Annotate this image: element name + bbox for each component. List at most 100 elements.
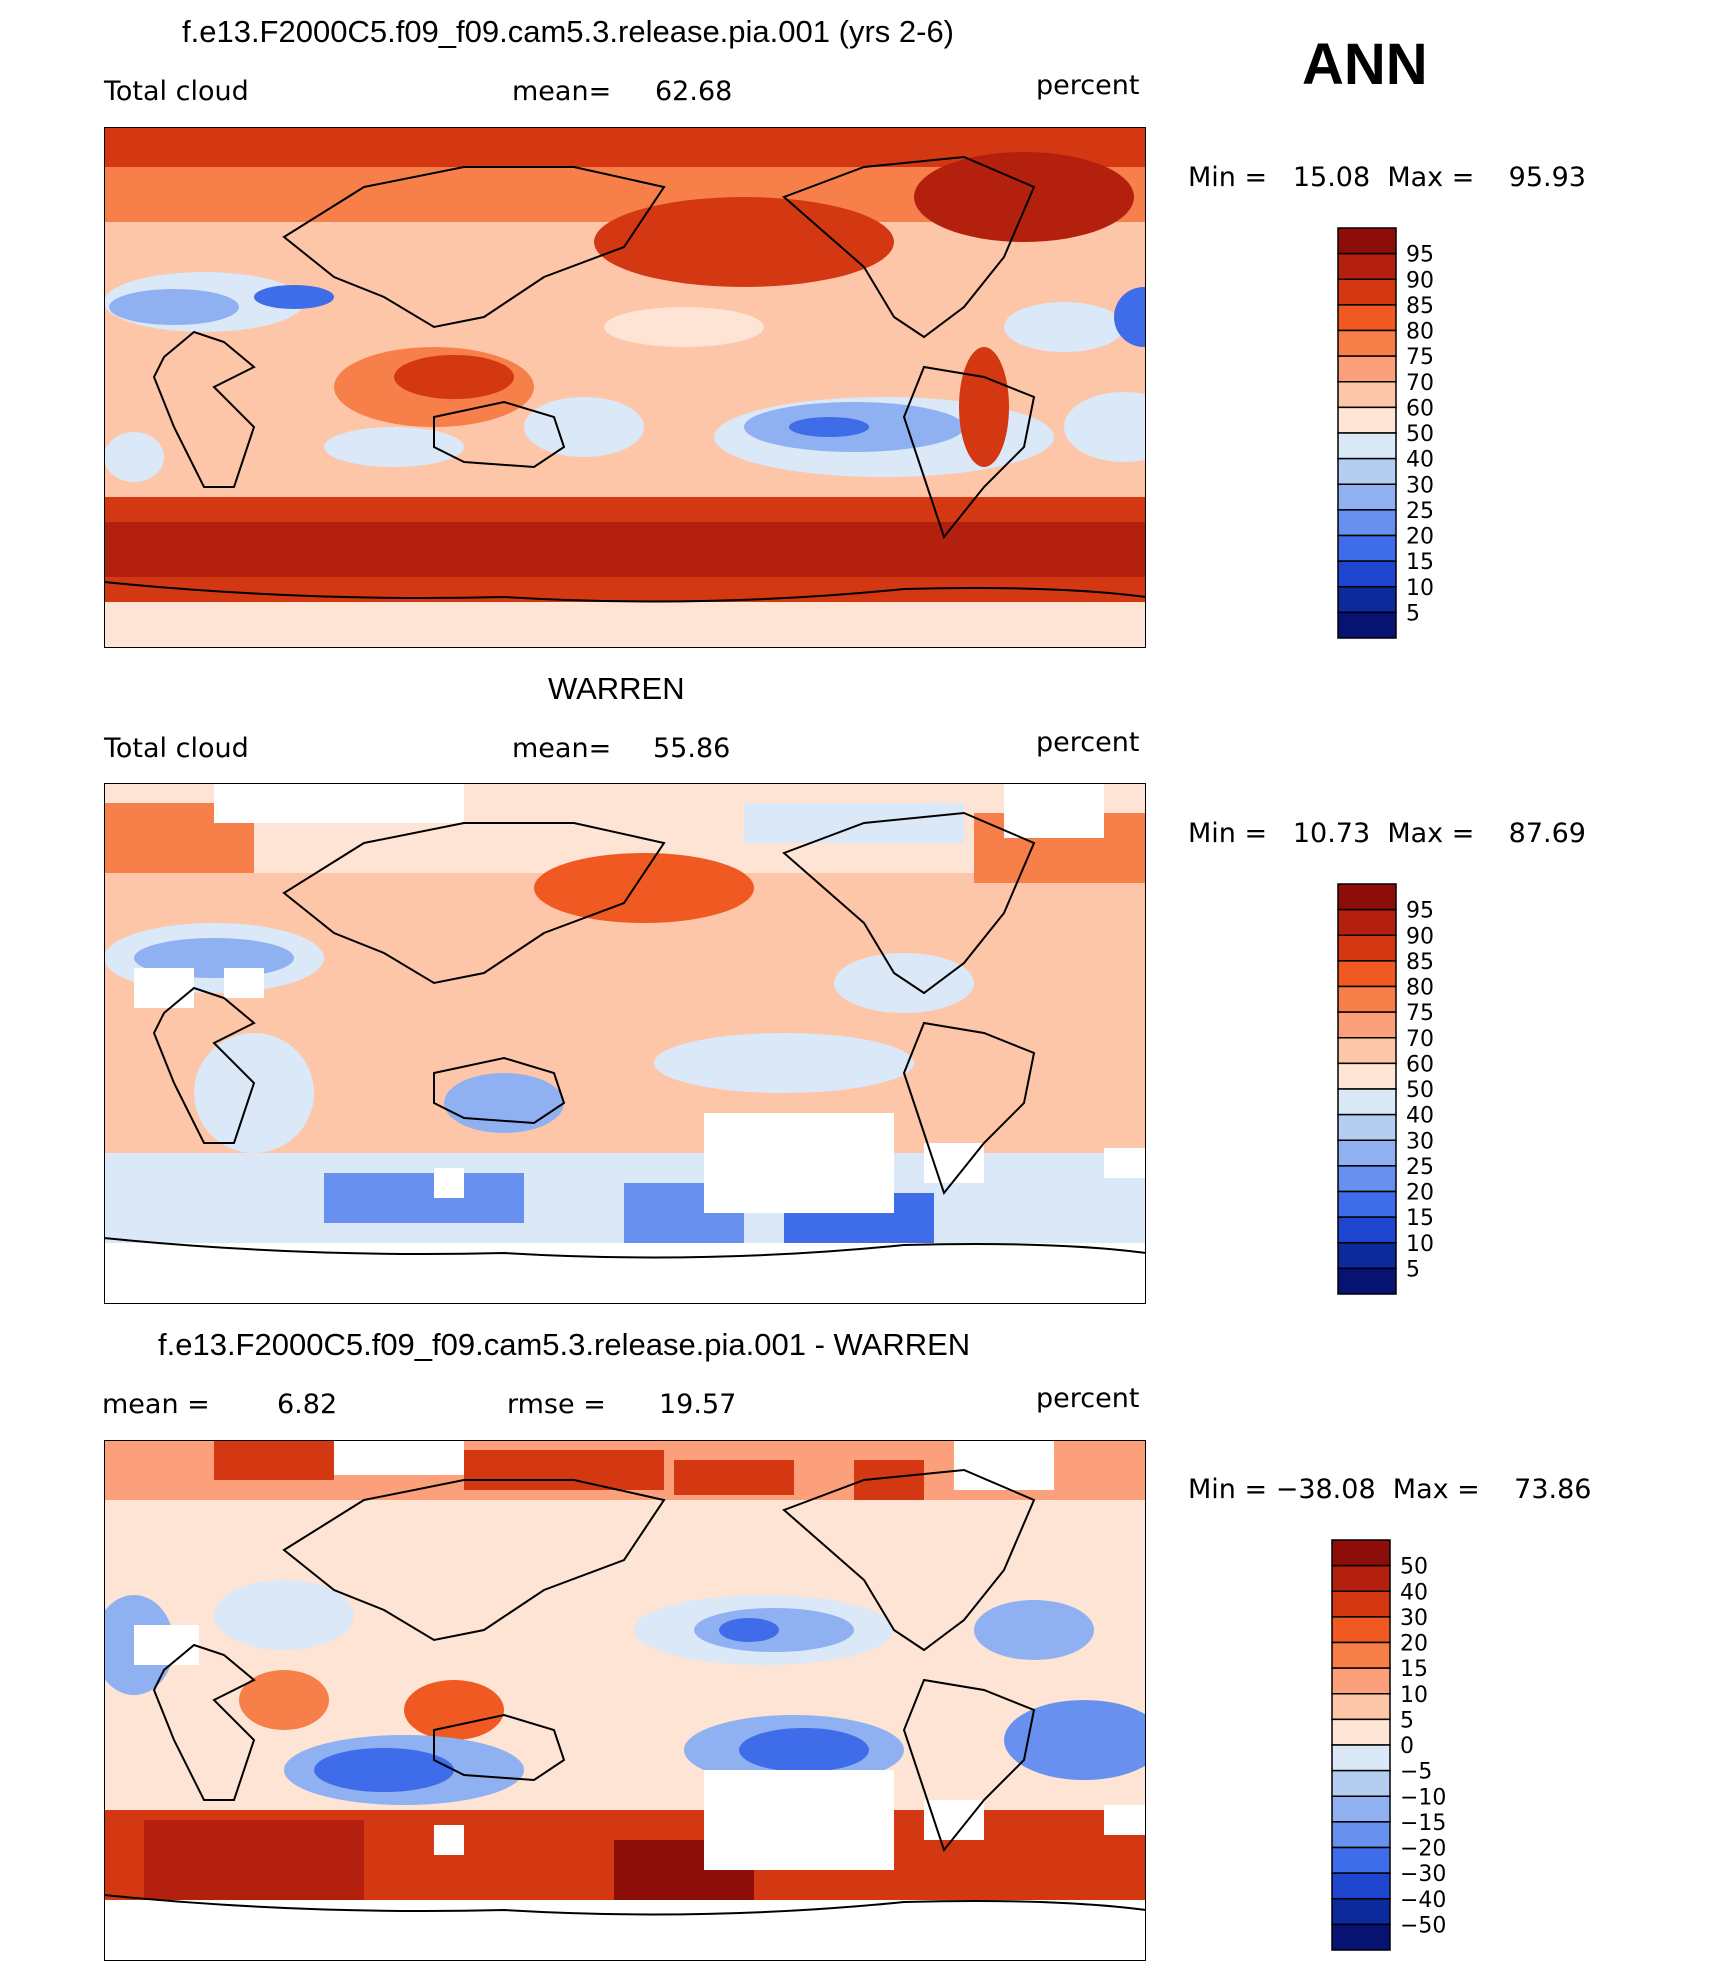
colorbar-swatch: [1337, 304, 1397, 332]
colorbar-label: 75: [1406, 1001, 1434, 1026]
colorbar-label: 75: [1406, 345, 1434, 370]
colorbar-label: −15: [1400, 1811, 1446, 1836]
colorbar-label: 10: [1406, 576, 1434, 601]
colorbar-swatch: [1337, 1037, 1397, 1065]
colorbar-label: 80: [1406, 976, 1434, 1001]
colorbar-label: 60: [1406, 1052, 1434, 1077]
panel2-colorbar: 95 90 85 80 75 70 60 50 40 30 25 20 15 10 5: [1336, 882, 1456, 1298]
panel3-minmax: Min = −38.08 Max = 73.86: [1188, 1474, 1592, 1505]
colorbar-swatch: [1337, 934, 1397, 962]
colorbar-label: 15: [1400, 1657, 1428, 1682]
colorbar-swatch: [1337, 1267, 1397, 1295]
colorbar-swatch: [1331, 1923, 1391, 1951]
colorbar-label: 90: [1406, 268, 1434, 293]
colorbar-swatch: [1337, 457, 1397, 485]
panel1-title: f.e13.F2000C5.f09_f09.cam5.3.release.pia…: [182, 14, 955, 49]
colorbar-label: 50: [1406, 422, 1434, 447]
colorbar-swatch: [1337, 406, 1397, 434]
colorbar-label: −40: [1400, 1888, 1446, 1913]
colorbar-label: −50: [1400, 1913, 1446, 1938]
colorbar-label: 85: [1406, 294, 1434, 319]
colorbar-swatch: [1331, 1821, 1391, 1849]
colorbar-swatch: [1337, 432, 1397, 460]
colorbar-swatch: [1331, 1564, 1391, 1592]
colorbar-label: 15: [1406, 1206, 1434, 1231]
colorbar-swatch: [1337, 329, 1397, 357]
colorbar-swatch: [1331, 1616, 1391, 1644]
colorbar-swatch: [1337, 560, 1397, 588]
colorbar-label: −5: [1400, 1760, 1432, 1785]
colorbar-label: 15: [1406, 550, 1434, 575]
colorbar-label: 70: [1406, 371, 1434, 396]
colorbar-swatch: [1337, 960, 1397, 988]
colorbar-label: 30: [1400, 1606, 1428, 1631]
colorbar-swatch: [1337, 381, 1397, 409]
colorbar-label: 95: [1406, 899, 1434, 924]
colorbar-swatch: [1331, 1539, 1391, 1567]
season-label: ANN: [1302, 32, 1428, 97]
panel2-units: percent: [1036, 727, 1140, 758]
panel2-minmax: Min = 10.73 Max = 87.69: [1188, 818, 1586, 849]
colorbar-swatch: [1337, 586, 1397, 614]
colorbar-label: 20: [1406, 1181, 1434, 1206]
colorbar-swatch: [1337, 1216, 1397, 1244]
panel3-map: [104, 1440, 1146, 1961]
colorbar-swatch: [1337, 1242, 1397, 1270]
panel3-units: percent: [1036, 1383, 1140, 1414]
colorbar-label: 25: [1406, 499, 1434, 524]
colorbar-swatch: [1337, 1011, 1397, 1039]
colorbar-swatch: [1331, 1769, 1391, 1797]
colorbar-label: 85: [1406, 950, 1434, 975]
panel1-map: [104, 127, 1146, 648]
panel3-mean-label: mean =: [102, 1389, 210, 1420]
panel2-mean-label: mean=: [512, 733, 612, 764]
colorbar-label: 40: [1400, 1580, 1428, 1605]
colorbar-label: 5: [1406, 601, 1420, 626]
panel1-mean-value: 62.68: [655, 76, 733, 107]
colorbar-swatch: [1331, 1667, 1391, 1695]
colorbar-swatch: [1337, 278, 1397, 306]
colorbar-swatch: [1331, 1898, 1391, 1926]
colorbar-label: 25: [1406, 1155, 1434, 1180]
panel2-mean-value: 55.86: [653, 733, 731, 764]
colorbar-label: 20: [1400, 1632, 1428, 1657]
colorbar-swatch: [1337, 1062, 1397, 1090]
panel1-mean-label: mean=: [512, 76, 612, 107]
colorbar-label: 40: [1406, 448, 1434, 473]
panel2-field-label: Total cloud: [104, 733, 249, 764]
colorbar-label: 0: [1400, 1734, 1414, 1759]
colorbar-swatch: [1337, 1165, 1397, 1193]
colorbar-swatch: [1331, 1718, 1391, 1746]
colorbar-swatch: [1331, 1693, 1391, 1721]
colorbar-swatch: [1331, 1744, 1391, 1772]
colorbar-label: 20: [1406, 525, 1434, 550]
colorbar-swatch: [1331, 1795, 1391, 1823]
colorbar-swatch: [1337, 908, 1397, 936]
colorbar-swatch: [1331, 1590, 1391, 1618]
colorbar-swatch: [1337, 483, 1397, 511]
colorbar-label: −30: [1400, 1862, 1446, 1887]
colorbar-label: 10: [1400, 1683, 1428, 1708]
panel3-colorbar: 50 40 30 20 15 10 5 0 −5 −10 −15 −20 −30 −40 −50: [1330, 1538, 1470, 1954]
colorbar-swatch: [1337, 252, 1397, 280]
colorbar-swatch: [1337, 611, 1397, 639]
colorbar-label: 30: [1406, 1129, 1434, 1154]
colorbar-label: 30: [1406, 473, 1434, 498]
colorbar-label: 80: [1406, 320, 1434, 345]
colorbar-swatch: [1337, 985, 1397, 1013]
colorbar-label: 40: [1406, 1104, 1434, 1129]
colorbar-swatch: [1337, 1190, 1397, 1218]
colorbar-swatch: [1337, 1088, 1397, 1116]
colorbar-label: 70: [1406, 1027, 1434, 1052]
colorbar-swatch: [1331, 1846, 1391, 1874]
colorbar-swatch: [1337, 534, 1397, 562]
colorbar-label: 90: [1406, 924, 1434, 949]
colorbar-swatch: [1337, 1139, 1397, 1167]
colorbar-label: 50: [1406, 1078, 1434, 1103]
panel2-map: [104, 783, 1146, 1304]
colorbar-swatch: [1337, 355, 1397, 383]
panel1-field-label: Total cloud: [104, 76, 249, 107]
colorbar-swatch: [1337, 509, 1397, 537]
panel2-title: WARREN: [548, 671, 685, 706]
panel3-rmse-label: rmse =: [507, 1389, 606, 1420]
